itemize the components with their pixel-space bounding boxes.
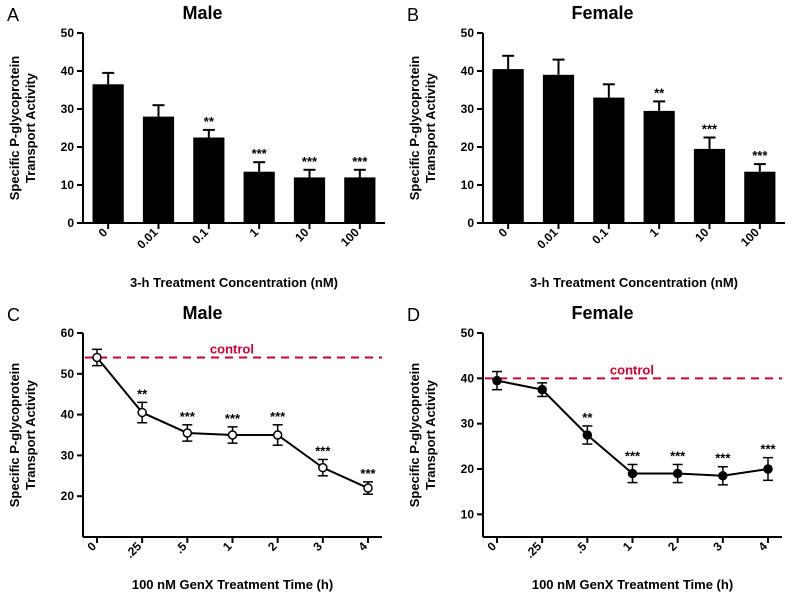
svg-text:***: *** — [760, 442, 776, 457]
svg-text:40: 40 — [461, 64, 475, 78]
svg-text:***: *** — [360, 466, 376, 481]
svg-text:***: *** — [252, 146, 268, 161]
svg-text:control: control — [610, 362, 654, 377]
svg-text:20: 20 — [461, 462, 475, 476]
svg-text:40: 40 — [461, 371, 475, 385]
svg-text:40: 40 — [61, 64, 75, 78]
svg-text:***: *** — [670, 448, 686, 463]
panel-d-chart: 1020304050control0.25**.5***1***2***3***… — [405, 305, 800, 595]
panel-d: D Female 1020304050control0.25**.5***1**… — [405, 305, 800, 595]
panel-a-chart: 0102030405000.01**0.1***1***10***100Spec… — [5, 5, 400, 295]
svg-text:**: ** — [204, 114, 215, 129]
svg-text:Specific P-glycoprotein: Specific P-glycoprotein — [407, 363, 422, 508]
svg-text:60: 60 — [61, 326, 75, 340]
svg-text:**: ** — [137, 386, 148, 401]
panel-d-title: Female — [405, 303, 800, 324]
svg-text:Specific P-glycoprotein: Specific P-glycoprotein — [7, 56, 22, 201]
svg-text:30: 30 — [461, 102, 475, 116]
svg-text:***: *** — [702, 122, 718, 137]
svg-text:100: 100 — [338, 225, 362, 249]
panel-a-title: Male — [5, 3, 400, 24]
svg-text:30: 30 — [61, 102, 75, 116]
svg-text:0: 0 — [467, 216, 474, 230]
svg-text:Transport Activity: Transport Activity — [23, 379, 38, 490]
svg-text:100: 100 — [738, 225, 762, 249]
svg-text:***: *** — [270, 409, 286, 424]
svg-text:3-h Treatment Concentration (n: 3-h Treatment Concentration (nM) — [130, 275, 338, 290]
svg-text:Transport Activity: Transport Activity — [423, 72, 438, 183]
svg-text:20: 20 — [61, 140, 75, 154]
svg-text:10: 10 — [461, 178, 475, 192]
svg-text:***: *** — [625, 448, 641, 463]
svg-text:0.01: 0.01 — [134, 225, 161, 252]
svg-text:***: *** — [352, 154, 368, 169]
svg-text:50: 50 — [61, 367, 75, 381]
svg-text:Specific P-glycoprotein: Specific P-glycoprotein — [7, 363, 22, 508]
svg-text:***: *** — [715, 451, 731, 466]
svg-text:50: 50 — [461, 326, 475, 340]
svg-text:50: 50 — [61, 26, 75, 40]
svg-text:Transport Activity: Transport Activity — [423, 379, 438, 490]
figure: A Male 0102030405000.01**0.1***1***10***… — [0, 0, 801, 601]
svg-text:***: *** — [315, 443, 331, 458]
svg-text:100 nM GenX Treatment Time (h): 100 nM GenX Treatment Time (h) — [132, 577, 333, 592]
svg-text:30: 30 — [461, 417, 475, 431]
panel-a: A Male 0102030405000.01**0.1***1***10***… — [5, 5, 400, 295]
svg-text:**: ** — [582, 410, 593, 425]
svg-text:40: 40 — [61, 408, 75, 422]
svg-text:0: 0 — [67, 216, 74, 230]
panel-b-chart: 0102030405000.010.1**1***10***100Specifi… — [405, 5, 800, 295]
svg-text:20: 20 — [61, 489, 75, 503]
svg-text:50: 50 — [461, 26, 475, 40]
svg-text:10: 10 — [461, 507, 475, 521]
svg-text:***: *** — [180, 409, 196, 424]
svg-text:3-h Treatment Concentration (n: 3-h Treatment Concentration (nM) — [530, 275, 738, 290]
svg-text:20: 20 — [461, 140, 475, 154]
panel-b-title: Female — [405, 3, 800, 24]
svg-text:100 nM GenX Treatment Time (h): 100 nM GenX Treatment Time (h) — [532, 577, 733, 592]
svg-text:10: 10 — [61, 178, 75, 192]
panel-b: B Female 0102030405000.010.1**1***10***1… — [405, 5, 800, 295]
svg-text:***: *** — [225, 411, 241, 426]
svg-text:Transport Activity: Transport Activity — [23, 72, 38, 183]
svg-text:control: control — [210, 341, 254, 356]
panel-c: C Male 2030405060control0**.25***.5***1*… — [5, 305, 400, 595]
svg-text:Specific P-glycoprotein: Specific P-glycoprotein — [407, 56, 422, 201]
panel-c-title: Male — [5, 303, 400, 324]
svg-text:30: 30 — [61, 448, 75, 462]
svg-text:***: *** — [302, 154, 318, 169]
svg-text:**: ** — [654, 85, 665, 100]
svg-text:0.01: 0.01 — [534, 225, 561, 252]
panel-c-chart: 2030405060control0**.25***.5***1***2***3… — [5, 305, 400, 595]
svg-text:***: *** — [752, 148, 768, 163]
